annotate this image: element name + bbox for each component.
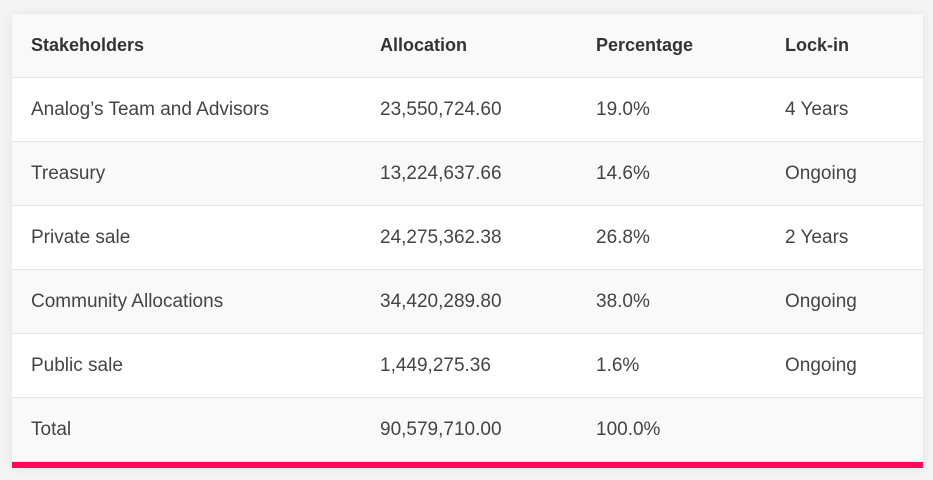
allocation-table: Stakeholders Allocation Percentage Lock-… <box>12 14 923 468</box>
table-row: Analog’s Team and Advisors 23,550,724.60 1… <box>12 78 923 142</box>
table-header: Stakeholders Allocation Percentage Lock-… <box>12 14 923 78</box>
total-row: Total 90,579,710.00 100.0% <box>12 398 923 462</box>
header-lock-in: Lock-in <box>785 35 850 55</box>
allocation-cell: 90,579,710.00 <box>380 418 502 440</box>
lock-in-cell: Ongoing <box>785 290 857 312</box>
percentage-cell: 38.0% <box>596 290 650 312</box>
allocation-cell: 1,449,275.36 <box>380 354 491 376</box>
header-stakeholders: Stakeholders <box>31 35 145 55</box>
header-percentage: Percentage <box>596 35 694 55</box>
lock-in-cell: 2 Years <box>785 226 849 248</box>
table-row: Treasury 13,224,637.66 14.6% Ongoing <box>12 142 923 206</box>
stakeholder-cell: Analog’s Team and Advisors <box>31 98 270 120</box>
allocation-cell: 23,550,724.60 <box>380 98 502 120</box>
header-allocation: Allocation <box>380 35 468 55</box>
stakeholder-cell: Public sale <box>31 354 123 376</box>
percentage-cell: 26.8% <box>596 226 650 248</box>
lock-in-cell: Ongoing <box>785 162 857 184</box>
lock-in-cell: Ongoing <box>785 354 857 376</box>
table-row: Community Allocations 34,420,289.80 38.0% O… <box>12 270 923 334</box>
allocation-cell: 24,275,362.38 <box>380 226 502 248</box>
percentage-cell: 100.0% <box>596 418 661 440</box>
accent-bar <box>12 462 923 468</box>
stakeholder-cell: Private sale <box>31 226 131 248</box>
percentage-cell: 19.0% <box>596 98 650 120</box>
stakeholder-cell: Community Allocations <box>31 290 224 312</box>
percentage-cell: 14.6% <box>596 162 650 184</box>
stakeholder-cell: Treasury <box>31 162 106 184</box>
lock-in-cell: 4 Years <box>785 98 849 120</box>
percentage-cell: 1.6% <box>596 354 640 376</box>
allocation-cell: 34,420,289.80 <box>380 290 502 312</box>
table-row: Private sale 24,275,362.38 26.8% 2 Years <box>12 206 923 270</box>
allocation-cell: 13,224,637.66 <box>380 162 502 184</box>
stakeholder-cell: Total <box>31 418 72 440</box>
table-row: Public sale 1,449,275.36 1.6% Ongoing <box>12 334 923 398</box>
